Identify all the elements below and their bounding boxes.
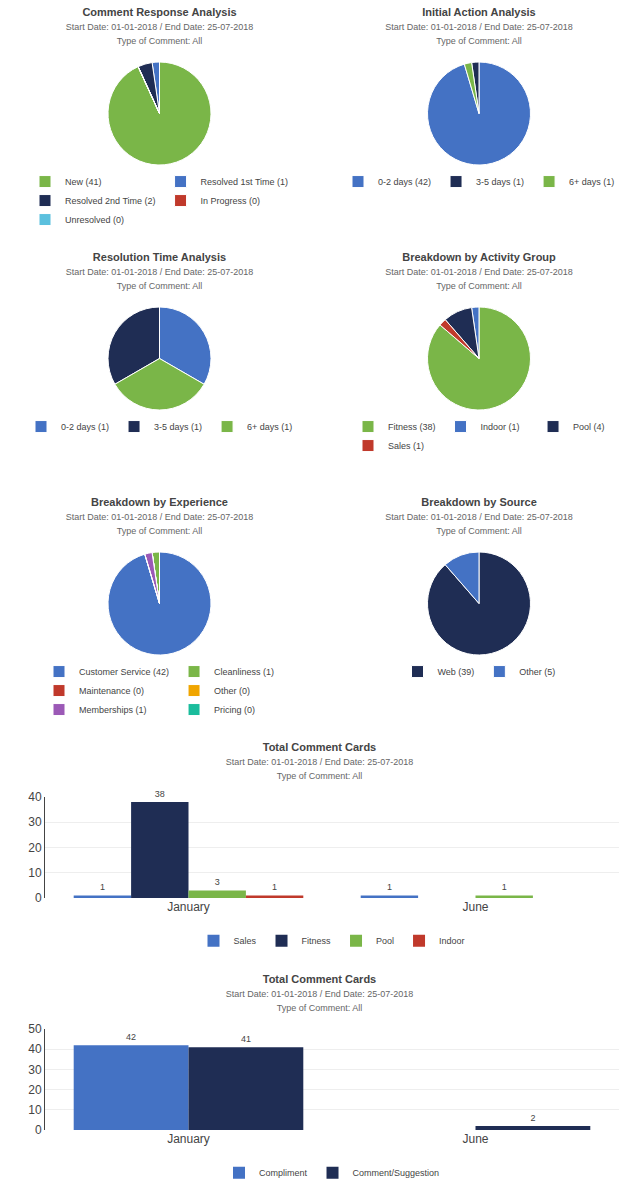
svg-text:Indoor (1): Indoor (1) xyxy=(481,422,520,432)
svg-text:0-2 days (42): 0-2 days (42) xyxy=(378,177,431,187)
svg-text:New (41): New (41) xyxy=(65,177,102,187)
svg-text:3-5 days (1): 3-5 days (1) xyxy=(476,177,524,187)
svg-text:1: 1 xyxy=(272,882,277,892)
svg-text:Pricing (0): Pricing (0) xyxy=(214,705,255,715)
svg-text:10: 10 xyxy=(28,1103,42,1117)
svg-text:Sales (1): Sales (1) xyxy=(388,441,424,451)
svg-text:1: 1 xyxy=(387,882,392,892)
svg-text:42: 42 xyxy=(126,1032,136,1042)
svg-text:20: 20 xyxy=(28,841,42,855)
svg-text:3: 3 xyxy=(215,877,220,887)
svg-text:1: 1 xyxy=(100,882,105,892)
svg-text:January: January xyxy=(167,900,210,914)
svg-text:Cleanliness (1): Cleanliness (1) xyxy=(214,667,274,677)
svg-text:Fitness (38): Fitness (38) xyxy=(388,422,436,432)
svg-text:40: 40 xyxy=(28,1042,42,1056)
svg-text:40: 40 xyxy=(28,790,42,804)
svg-text:Maintenance (0): Maintenance (0) xyxy=(79,686,144,696)
svg-text:Resolved 2nd Time (2): Resolved 2nd Time (2) xyxy=(65,196,156,206)
svg-text:Sales: Sales xyxy=(234,936,257,946)
svg-text:January: January xyxy=(167,1132,210,1146)
svg-text:Compliment: Compliment xyxy=(259,1168,308,1178)
svg-text:Resolution Time AnalysisStart: Resolution Time AnalysisStart Date: 01-0… xyxy=(66,251,254,292)
svg-text:20: 20 xyxy=(28,1083,42,1097)
svg-text:50: 50 xyxy=(28,1022,42,1036)
svg-text:Fitness: Fitness xyxy=(302,936,332,946)
svg-text:3-5 days (1): 3-5 days (1) xyxy=(154,422,202,432)
svg-text:Web (39): Web (39) xyxy=(438,667,475,677)
svg-text:Pool (4): Pool (4) xyxy=(573,422,605,432)
svg-text:Customer Service (42): Customer Service (42) xyxy=(79,667,169,677)
svg-text:In Progress (0): In Progress (0) xyxy=(201,196,261,206)
svg-text:Pool: Pool xyxy=(376,936,394,946)
svg-text:Other (0): Other (0) xyxy=(214,686,250,696)
svg-text:Resolved 1st Time (1): Resolved 1st Time (1) xyxy=(201,177,289,187)
svg-text:Initial Action AnalysisStart D: Initial Action AnalysisStart Date: 01-01… xyxy=(385,6,573,47)
svg-text:Comment/Suggestion: Comment/Suggestion xyxy=(353,1168,440,1178)
svg-text:0: 0 xyxy=(35,891,42,905)
svg-text:Breakdown by SourceStart Date:: Breakdown by SourceStart Date: 01-01-201… xyxy=(385,496,573,537)
svg-text:6+ days (1): 6+ days (1) xyxy=(569,177,614,187)
svg-text:Breakdown by ExperienceStart D: Breakdown by ExperienceStart Date: 01-01… xyxy=(66,496,254,537)
svg-text:Comment Response AnalysisStart: Comment Response AnalysisStart Date: 01-… xyxy=(66,6,254,47)
svg-text:0: 0 xyxy=(35,1123,42,1137)
svg-text:0-2 days (1): 0-2 days (1) xyxy=(61,422,109,432)
svg-text:2: 2 xyxy=(530,1113,535,1123)
svg-text:30: 30 xyxy=(28,1063,42,1077)
svg-text:30: 30 xyxy=(28,815,42,829)
svg-text:1: 1 xyxy=(502,882,507,892)
svg-text:38: 38 xyxy=(155,789,165,799)
svg-text:Indoor: Indoor xyxy=(439,936,465,946)
svg-text:Memberships (1): Memberships (1) xyxy=(79,705,147,715)
svg-text:Total Comment CardsStart Date:: Total Comment CardsStart Date: 01-01-201… xyxy=(226,741,414,782)
svg-text:Unresolved (0): Unresolved (0) xyxy=(65,215,124,225)
svg-text:41: 41 xyxy=(241,1034,251,1044)
svg-text:10: 10 xyxy=(28,866,42,880)
svg-text:June: June xyxy=(462,1132,488,1146)
svg-text:June: June xyxy=(462,900,488,914)
svg-text:Other (5): Other (5) xyxy=(519,667,555,677)
svg-text:6+ days (1): 6+ days (1) xyxy=(247,422,292,432)
svg-text:Breakdown by Activity GroupSta: Breakdown by Activity GroupStart Date: 0… xyxy=(385,251,573,292)
svg-text:Total Comment CardsStart Date:: Total Comment CardsStart Date: 01-01-201… xyxy=(226,973,414,1014)
